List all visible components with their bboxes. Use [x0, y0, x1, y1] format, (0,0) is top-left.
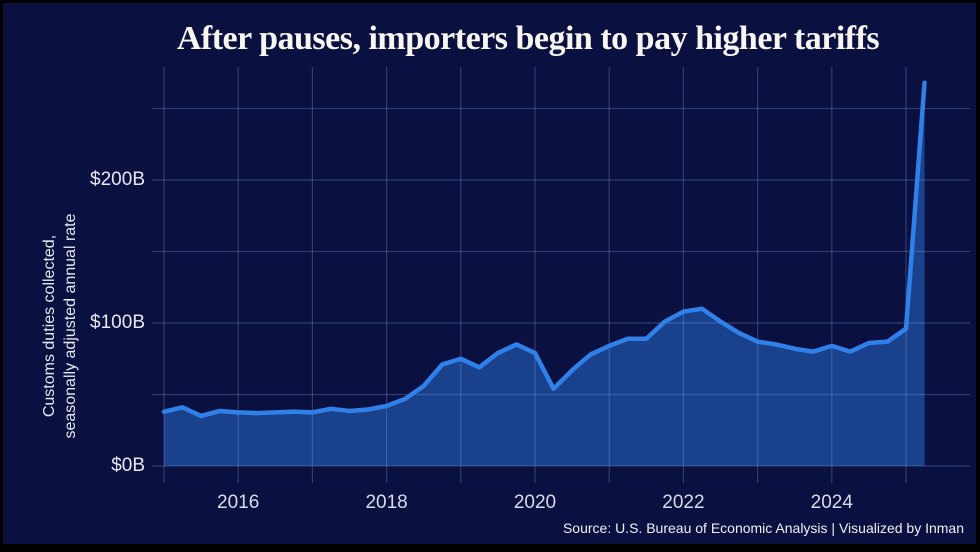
x-tick-label: 2024	[810, 492, 853, 513]
y-tick-label: $100B	[90, 312, 145, 333]
x-tick-label: 2022	[662, 492, 705, 513]
area-fill	[164, 82, 925, 466]
chart-title: After pauses, importers begin to pay hig…	[176, 20, 880, 57]
chart-background	[3, 3, 976, 544]
source-credit: Source: U.S. Bureau of Economic Analysis…	[562, 520, 964, 536]
x-tick-label: 2020	[513, 492, 557, 513]
x-tick-label: 2018	[365, 492, 408, 513]
data-line	[161, 80, 927, 419]
y-tick-label: $200B	[90, 169, 145, 190]
y-tick-label: $0B	[111, 455, 145, 476]
x-tick-label: 2016	[217, 492, 260, 513]
